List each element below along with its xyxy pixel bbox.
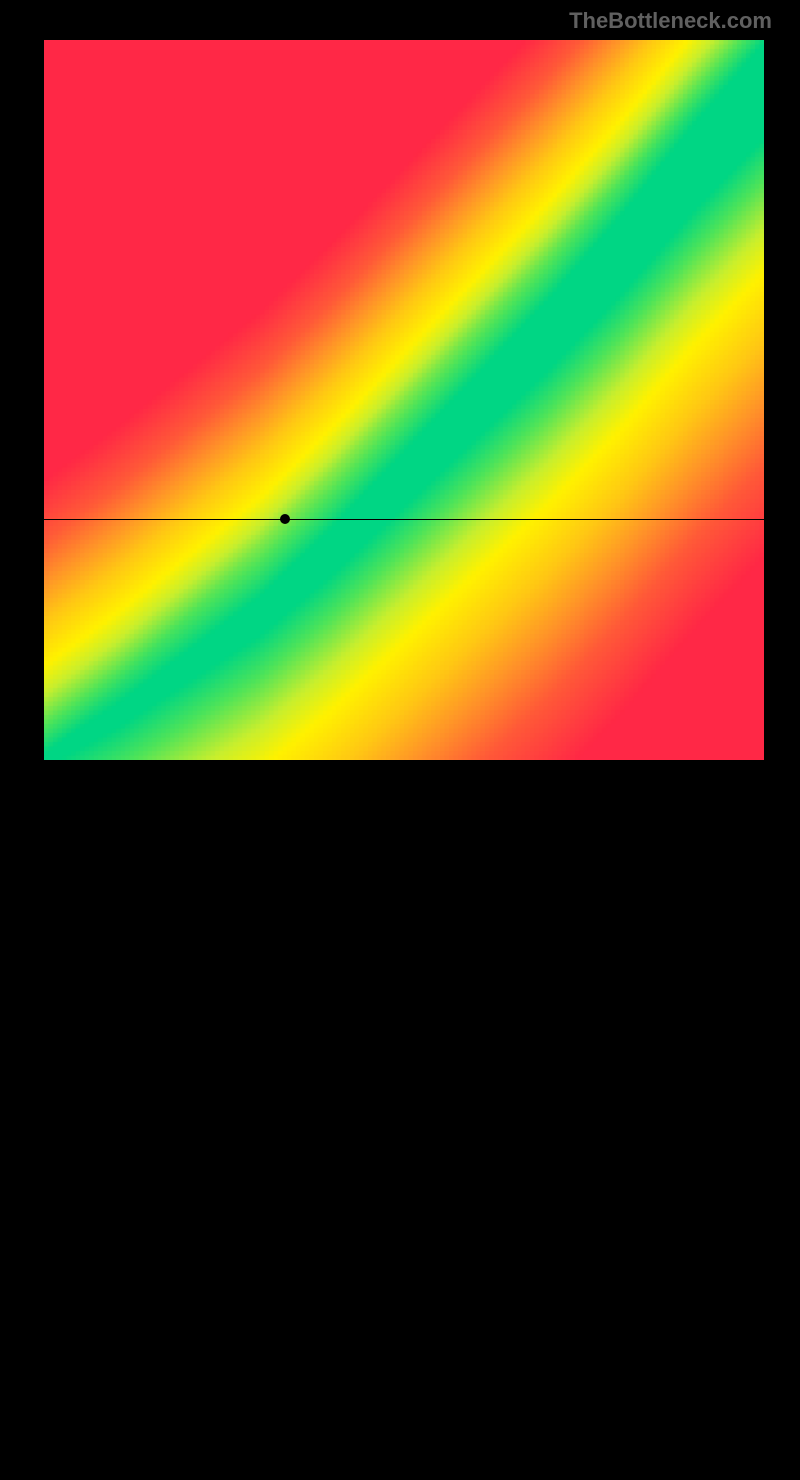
- heatmap-plot: [44, 40, 764, 760]
- heatmap-canvas: [44, 40, 764, 760]
- crosshair-horizontal: [44, 519, 764, 520]
- watermark-text: TheBottleneck.com: [569, 8, 772, 34]
- crosshair-vertical: [285, 760, 286, 1480]
- crosshair-point: [280, 514, 290, 524]
